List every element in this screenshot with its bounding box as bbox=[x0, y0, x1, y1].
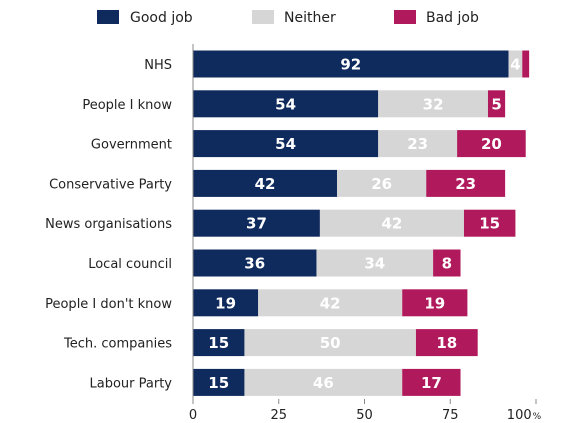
data-label: 54 bbox=[275, 95, 296, 113]
data-label: 20 bbox=[481, 135, 502, 153]
data-label: 37 bbox=[246, 215, 267, 233]
bar-segment bbox=[244, 368, 403, 396]
category-label: News organisations bbox=[45, 217, 172, 232]
legend-swatch-neither bbox=[252, 10, 274, 24]
bar-segment bbox=[463, 209, 516, 237]
bar-segment bbox=[193, 368, 245, 396]
category-label: Local council bbox=[88, 257, 172, 272]
category-label: NHS bbox=[144, 58, 172, 73]
data-label: 36 bbox=[244, 255, 265, 273]
data-label: 15 bbox=[479, 215, 500, 233]
data-label: 26 bbox=[371, 175, 392, 193]
legend-label-neither: Neither bbox=[284, 10, 336, 26]
bar-segment bbox=[522, 50, 530, 78]
bar-segment bbox=[508, 50, 523, 78]
data-label: 54 bbox=[275, 135, 296, 153]
bar-segment bbox=[426, 169, 506, 197]
bar-segment bbox=[193, 209, 320, 237]
bar-segment bbox=[244, 329, 416, 357]
data-label: 5 bbox=[491, 95, 501, 113]
bar-segment bbox=[415, 329, 478, 357]
legend: Good job Neither Bad job bbox=[97, 10, 479, 26]
bar-segment bbox=[487, 90, 506, 118]
data-label: 23 bbox=[455, 175, 476, 193]
data-label: 42 bbox=[382, 215, 403, 233]
data-label: 42 bbox=[320, 294, 341, 312]
bar-segment bbox=[433, 249, 461, 277]
x-unit-label: % bbox=[533, 412, 542, 422]
category-label: People I know bbox=[82, 98, 172, 113]
bar-segment bbox=[378, 130, 458, 158]
x-axis: 0 25 50 75 100% bbox=[189, 44, 542, 423]
category-label: Conservative Party bbox=[49, 177, 172, 192]
data-label: 4 bbox=[510, 56, 520, 74]
data-label: 18 bbox=[436, 334, 457, 352]
legend-swatch-good-job bbox=[97, 10, 119, 24]
legend-label-bad-job: Bad job bbox=[426, 10, 479, 26]
legend-swatch-bad-job bbox=[394, 10, 416, 24]
bar-segment bbox=[193, 90, 379, 118]
data-label: 15 bbox=[208, 374, 229, 392]
category-label: Labour Party bbox=[90, 376, 173, 391]
bar-segment bbox=[193, 169, 338, 197]
category-label: Tech. companies bbox=[63, 337, 172, 352]
bar-segment bbox=[402, 289, 468, 317]
data-label: 42 bbox=[255, 175, 276, 193]
data-label: 17 bbox=[421, 374, 442, 392]
legend-label-good-job: Good job bbox=[130, 10, 193, 26]
data-label: 92 bbox=[340, 56, 361, 74]
x-tick-label: 0 bbox=[189, 408, 197, 423]
bar-segment bbox=[319, 209, 464, 237]
category-label: People I don't know bbox=[45, 297, 172, 312]
bar-segment bbox=[378, 90, 488, 118]
x-tick-label: 25 bbox=[270, 408, 287, 423]
data-label: 46 bbox=[313, 374, 334, 392]
bar-segment bbox=[193, 249, 317, 277]
data-label: 19 bbox=[424, 294, 445, 312]
category-label: Government bbox=[91, 138, 172, 153]
bar-segment bbox=[402, 368, 461, 396]
data-label: 32 bbox=[423, 95, 444, 113]
bar-segment bbox=[316, 249, 434, 277]
bar-segment bbox=[193, 50, 509, 78]
category-labels: NHS People I know Government Conservative P… bbox=[45, 58, 172, 391]
bar-segment bbox=[193, 289, 259, 317]
bar-segment bbox=[457, 130, 526, 158]
data-label: 50 bbox=[320, 334, 341, 352]
x-tick-label: 75 bbox=[442, 408, 459, 423]
data-label: 23 bbox=[407, 135, 428, 153]
data-label: 15 bbox=[208, 334, 229, 352]
x-tick-label: 50 bbox=[356, 408, 373, 423]
bar-segment bbox=[193, 329, 245, 357]
data-label: 19 bbox=[215, 294, 236, 312]
data-label: 34 bbox=[364, 255, 385, 273]
x-tick-label: 100% bbox=[507, 408, 542, 423]
bar-segment bbox=[337, 169, 427, 197]
bar-segment bbox=[258, 289, 403, 317]
data-label: 8 bbox=[442, 255, 452, 273]
bar-segment bbox=[193, 130, 379, 158]
bars: 92 4 54 32 5 54 23 20 42 26 23 37 42 15 36 34 8 19 42 19 15 5… bbox=[193, 50, 530, 396]
